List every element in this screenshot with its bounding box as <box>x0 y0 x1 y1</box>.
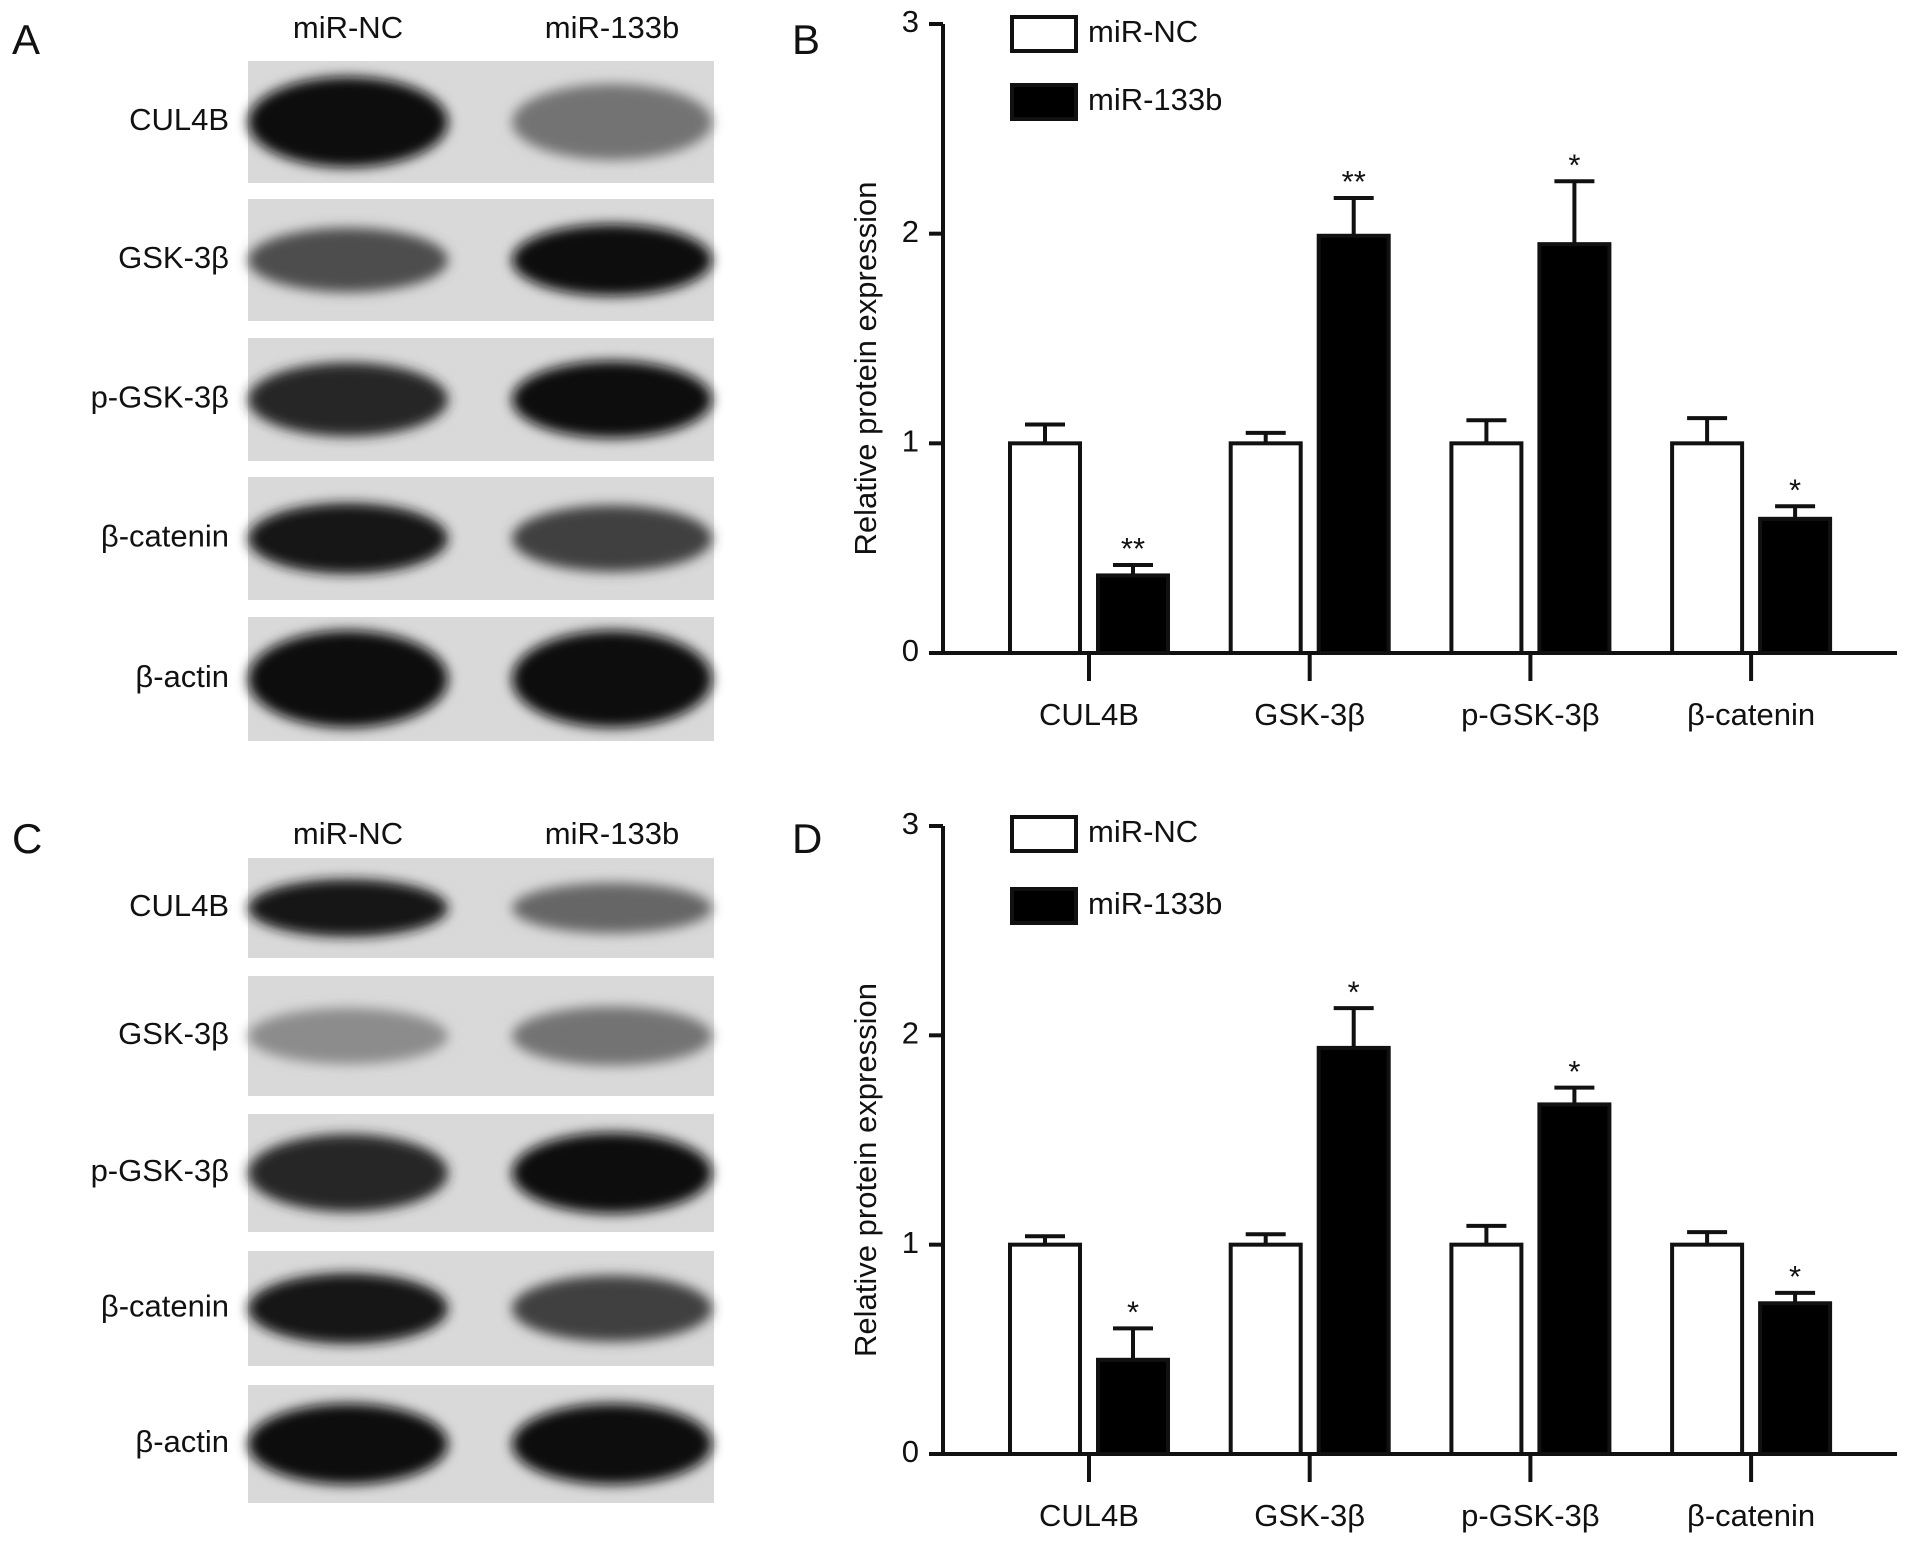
bar <box>1537 242 1612 655</box>
bar <box>1758 516 1833 656</box>
bar <box>1096 1357 1170 1457</box>
bar <box>1670 1242 1745 1456</box>
bar <box>1008 1242 1082 1456</box>
legend-label: miR-NC <box>1088 814 1198 849</box>
band-label: GSK-3β <box>118 240 229 275</box>
band <box>512 630 712 728</box>
panel-letter: D <box>792 815 822 862</box>
x-tick-label: p-GSK-3β <box>1461 697 1599 732</box>
x-tick-label: β-catenin <box>1687 1498 1815 1533</box>
band <box>248 630 448 728</box>
significance: * <box>1789 472 1801 507</box>
y-tick-label: 1 <box>902 424 919 459</box>
x-tick-label: p-GSK-3β <box>1461 1498 1599 1533</box>
bar <box>1449 441 1524 656</box>
lane-label: miR-NC <box>293 10 403 45</box>
significance: * <box>1789 1259 1801 1294</box>
bar <box>1228 441 1303 656</box>
lane-label: miR-133b <box>545 10 679 45</box>
legend-swatch <box>1010 887 1078 925</box>
bar <box>1449 1242 1524 1456</box>
bar <box>1316 233 1391 655</box>
legend-swatch <box>1010 15 1078 53</box>
y-axis-label: Relative protein expression <box>848 983 883 1357</box>
panel-letter: B <box>792 16 820 63</box>
band <box>512 1403 712 1485</box>
band-label: p-GSK-3β <box>91 1153 229 1188</box>
band-label: β-catenin <box>101 519 229 554</box>
y-axis-label: Relative protein expression <box>848 182 883 556</box>
band <box>248 1403 448 1485</box>
bar <box>1096 573 1170 656</box>
legend-label: miR-133b <box>1088 886 1222 921</box>
y-tick-label: 3 <box>902 806 919 841</box>
band-label: CUL4B <box>129 102 229 137</box>
legend-swatch <box>1010 83 1078 121</box>
bar <box>1758 1301 1833 1457</box>
bar <box>1537 1102 1612 1456</box>
band-label: β-catenin <box>101 1289 229 1324</box>
x-tick-label: GSK-3β <box>1254 697 1365 732</box>
y-tick-label: 2 <box>902 214 919 249</box>
band-label: p-GSK-3β <box>91 380 229 415</box>
x-tick-label: β-catenin <box>1687 697 1815 732</box>
legend-label: miR-NC <box>1088 14 1198 49</box>
band <box>248 227 448 293</box>
band <box>248 1134 448 1212</box>
x-tick-label: GSK-3β <box>1254 1498 1365 1533</box>
band <box>512 360 712 439</box>
x-tick-label: CUL4B <box>1039 1498 1139 1533</box>
y-tick-label: 0 <box>902 633 919 668</box>
significance: * <box>1568 1054 1580 1089</box>
band-label: β-actin <box>135 659 229 694</box>
band <box>512 882 712 934</box>
y-tick-label: 0 <box>902 1434 919 1469</box>
significance: * <box>1127 1295 1139 1330</box>
band <box>248 1007 448 1065</box>
band-label: β-actin <box>135 1424 229 1459</box>
band <box>248 503 448 574</box>
significance: * <box>1348 974 1360 1009</box>
legend-swatch <box>1010 815 1078 853</box>
band-label: CUL4B <box>129 888 229 923</box>
legend-label: miR-133b <box>1088 82 1222 117</box>
band <box>512 1132 712 1214</box>
significance: * <box>1568 147 1580 182</box>
y-tick-label: 1 <box>902 1225 919 1260</box>
significance: ** <box>1121 531 1145 566</box>
bar <box>1008 441 1082 656</box>
panel-letter: C <box>12 815 42 862</box>
band <box>248 1273 448 1344</box>
band <box>248 362 448 437</box>
bar <box>1316 1045 1391 1456</box>
band <box>248 879 448 937</box>
x-tick-label: CUL4B <box>1039 697 1139 732</box>
y-tick-label: 2 <box>902 1016 919 1051</box>
lane-label: miR-133b <box>545 816 679 851</box>
band <box>512 224 712 296</box>
panel-letter: A <box>12 16 40 63</box>
band <box>512 1006 712 1066</box>
band <box>512 1275 712 1342</box>
bar <box>1228 1242 1303 1456</box>
band <box>248 76 448 168</box>
band <box>512 83 712 161</box>
y-tick-label: 3 <box>902 4 919 39</box>
bar <box>1670 441 1745 656</box>
band <box>512 505 712 572</box>
band-label: GSK-3β <box>118 1016 229 1051</box>
significance: ** <box>1342 164 1366 199</box>
lane-label: miR-NC <box>293 816 403 851</box>
